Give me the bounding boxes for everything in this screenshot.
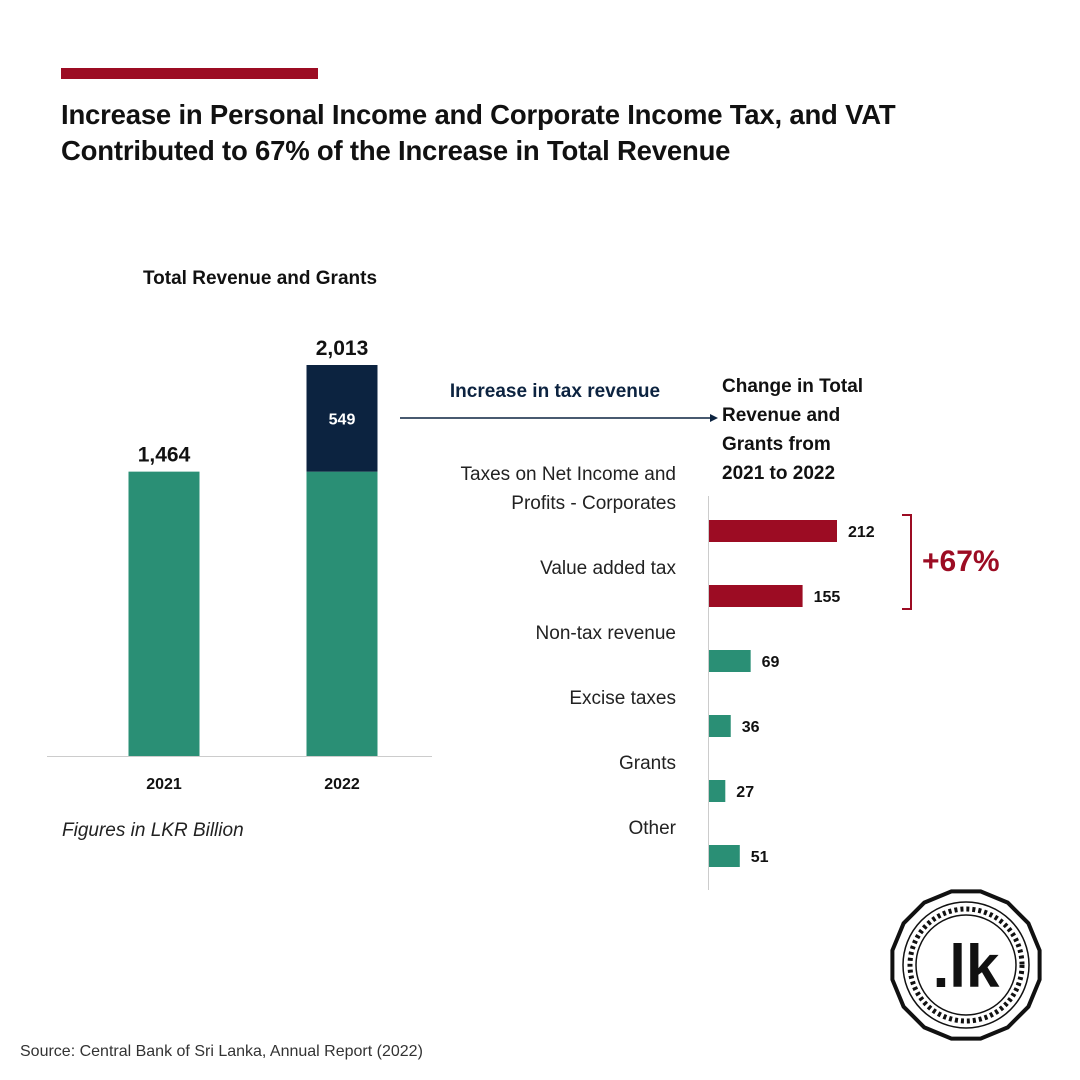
bar-value-label: 36: [742, 719, 760, 736]
bar-value-label: 51: [751, 849, 769, 866]
category-label: Profits - Corporates: [511, 493, 676, 514]
right-title-line: Revenue and: [722, 405, 841, 426]
bar-total-label: 2,013: [316, 337, 369, 360]
highlight-bracket: [902, 514, 912, 610]
bar-value-label: 69: [762, 654, 780, 671]
flow-label: Increase in tax revenue: [449, 381, 661, 402]
bar: [709, 715, 731, 737]
bar: [709, 520, 837, 542]
category-label: Value added tax: [540, 558, 676, 579]
right-title-line: Grants from: [722, 434, 831, 455]
bar: [709, 585, 803, 607]
bar-value-label: 27: [736, 784, 754, 801]
logo-text: .lk: [933, 933, 1000, 1000]
category-label: Grants: [619, 753, 676, 774]
bar-base-2021: [128, 471, 200, 756]
right-title-line: 2021 to 2022: [722, 463, 836, 484]
bar-value-label: 155: [814, 589, 841, 606]
highlight-annotation: +67%: [922, 545, 1000, 578]
flow-arrow-icon: [400, 414, 718, 422]
bar-increase-2022: [306, 365, 378, 472]
page-title: Increase in Personal Income and Corporat…: [61, 97, 961, 169]
segment-label: 549: [329, 411, 356, 428]
x-tick-label: 2022: [324, 776, 360, 793]
units-note: Figures in LKR Billion: [62, 820, 244, 841]
right-chart-title: Change in Total Revenue and Grants from …: [722, 372, 942, 488]
bar-total-label: 1,464: [138, 444, 191, 467]
title-accent-bar: [61, 68, 318, 79]
left-chart-title: Total Revenue and Grants: [142, 268, 378, 289]
right-title-line: Change in Total: [722, 376, 864, 397]
bar-value-label: 212: [848, 524, 875, 541]
category-label: Non-tax revenue: [536, 623, 676, 644]
source-note: Source: Central Bank of Sri Lanka, Annua…: [20, 1043, 423, 1060]
bar-base-2022: [306, 471, 378, 756]
revenue-change-chart: 212 Taxes on Net Income and Profits - Corp…: [461, 464, 875, 890]
total-revenue-chart: 1,464 2021 2,013 2022 549: [47, 337, 432, 793]
bar: [709, 650, 751, 672]
title-line-1: Increase in Personal Income and Corporat…: [61, 99, 896, 130]
title-line-2: Contributed to 67% of the Increase in To…: [61, 135, 731, 166]
bar: [709, 845, 740, 867]
category-label: Taxes on Net Income and: [461, 464, 676, 485]
lk-seal-icon: .lk: [890, 889, 1042, 1041]
x-tick-label: 2021: [146, 776, 182, 793]
category-label: Excise taxes: [569, 688, 676, 709]
category-label: Other: [628, 818, 676, 839]
bar: [709, 780, 726, 802]
